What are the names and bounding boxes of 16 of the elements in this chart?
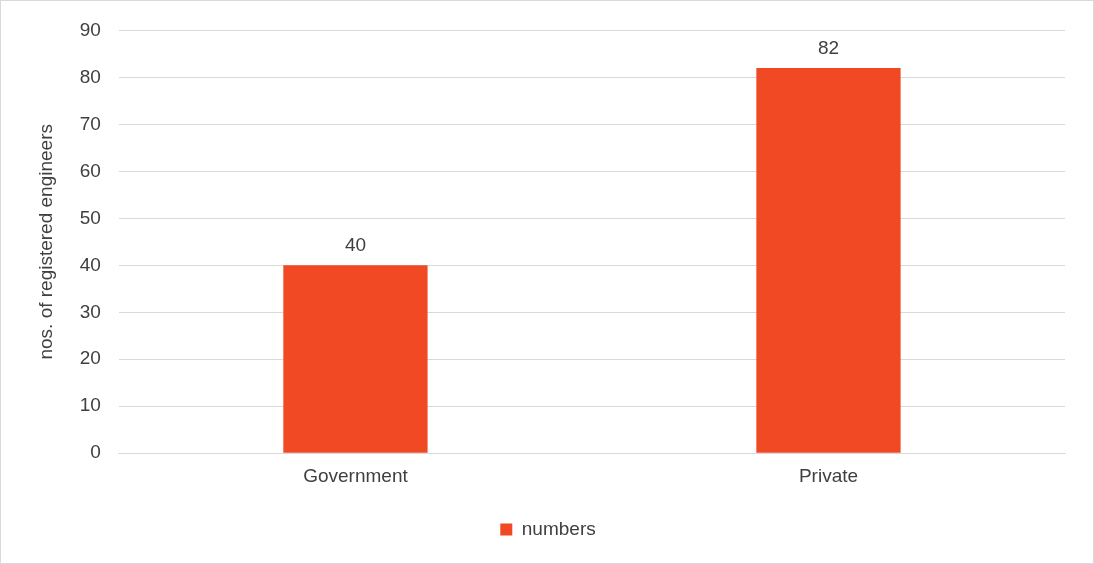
y-tick-label: 40 xyxy=(79,253,101,275)
data-label: 82 xyxy=(817,36,840,58)
y-axis-title: nos. of registered engineers xyxy=(34,124,56,360)
y-tick-label: 60 xyxy=(79,159,101,181)
legend-label: numbers xyxy=(521,517,596,539)
y-tick-label: 90 xyxy=(79,18,101,40)
data-label: 40 xyxy=(344,234,367,256)
y-tick-label: 80 xyxy=(79,65,101,87)
y-tick-label: 30 xyxy=(79,300,101,322)
y-tick-label: 50 xyxy=(79,206,101,228)
y-tick-label: 10 xyxy=(79,394,101,416)
y-tick-label: 0 xyxy=(90,441,101,463)
y-tick-label: 70 xyxy=(79,112,101,134)
y-tick-label: 20 xyxy=(79,347,101,369)
x-tick-label: Private xyxy=(798,464,859,486)
x-tick-label: Government xyxy=(303,464,409,486)
